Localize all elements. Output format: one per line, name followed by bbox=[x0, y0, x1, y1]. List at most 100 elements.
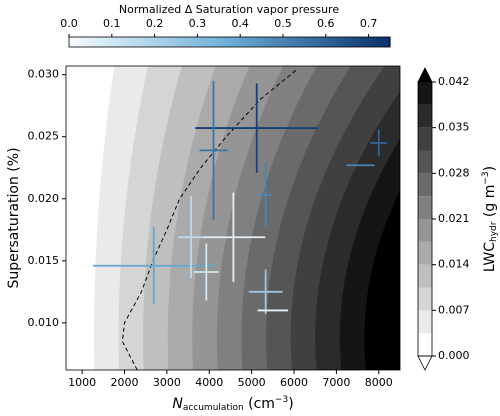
colorbar-gradient bbox=[105, 37, 110, 47]
lwc-colorbar-band bbox=[418, 219, 432, 242]
colorbar-gradient bbox=[77, 37, 82, 47]
colorbar-gradient bbox=[117, 37, 122, 47]
colorbar-gradient bbox=[313, 37, 319, 47]
plot-area bbox=[66, 66, 400, 370]
colorbar-extend-top bbox=[417, 67, 433, 83]
lwc-colorbar-band bbox=[418, 196, 432, 219]
x-axis-label: Naccumulation (cm−3) bbox=[172, 395, 293, 413]
lwc-colorbar-tick-label: 0.014 bbox=[438, 258, 470, 271]
colorbar-gradient bbox=[381, 37, 387, 47]
colorbar-gradient bbox=[169, 37, 174, 47]
colorbar-tick-label: 0.4 bbox=[231, 17, 249, 30]
colorbar-gradient bbox=[233, 37, 239, 47]
colorbar-extend-bottom bbox=[417, 355, 433, 371]
colorbar-gradient bbox=[301, 37, 307, 47]
colorbar-gradient bbox=[349, 37, 355, 47]
colorbar-gradient bbox=[237, 37, 243, 47]
x-tick-label: 1000 bbox=[68, 376, 96, 389]
lwc-colorbar-band bbox=[418, 82, 432, 105]
lwc-colorbar-band bbox=[418, 173, 432, 197]
colorbar-tick-label: 0.0 bbox=[60, 17, 78, 30]
colorbar-gradient bbox=[241, 37, 247, 47]
colorbar-gradient bbox=[369, 37, 375, 47]
colorbar-gradient bbox=[341, 37, 347, 47]
colorbar-gradient bbox=[81, 37, 86, 47]
colorbar-gradient bbox=[97, 37, 102, 47]
colorbar-gradient bbox=[305, 37, 311, 47]
y-tick-label: 0.010 bbox=[28, 316, 60, 329]
x-tick-label: 6000 bbox=[280, 376, 308, 389]
colorbar-gradient bbox=[165, 37, 170, 47]
colorbar-gradient bbox=[333, 37, 339, 47]
colorbar-gradient bbox=[245, 37, 251, 47]
colorbar-gradient bbox=[353, 37, 359, 47]
colorbar-gradient bbox=[281, 37, 287, 47]
colorbar-gradient bbox=[365, 37, 371, 47]
lwc-colorbar-band bbox=[418, 127, 432, 151]
colorbar-gradient bbox=[325, 37, 331, 47]
colorbar-gradient bbox=[213, 37, 219, 47]
colorbar-gradient bbox=[385, 37, 391, 47]
colorbar-tick-label: 0.7 bbox=[360, 17, 378, 30]
lwc-colorbar-band bbox=[418, 310, 432, 334]
colorbar-gradient bbox=[253, 37, 259, 47]
colorbar-gradient bbox=[361, 37, 367, 47]
colorbar-tick-label: 0.3 bbox=[189, 17, 207, 30]
colorbar-tick-label: 0.1 bbox=[103, 17, 121, 30]
colorbar-gradient bbox=[89, 37, 94, 47]
colorbar-gradient bbox=[345, 37, 351, 47]
colorbar-gradient bbox=[297, 37, 303, 47]
x-tick-label: 2000 bbox=[110, 376, 138, 389]
colorbar-gradient bbox=[185, 37, 190, 47]
colorbar-gradient bbox=[261, 37, 267, 47]
colorbar-gradient bbox=[377, 37, 383, 47]
colorbar-gradient bbox=[101, 37, 106, 47]
colorbar-tick-label: 0.5 bbox=[274, 17, 292, 30]
colorbar-gradient bbox=[137, 37, 142, 47]
colorbar-gradient bbox=[69, 37, 74, 47]
y-tick-label: 0.020 bbox=[28, 192, 60, 205]
colorbar-gradient bbox=[193, 37, 198, 47]
colorbar-gradient bbox=[121, 37, 126, 47]
dashed-boundary bbox=[121, 68, 299, 370]
lwc-colorbar-band bbox=[418, 241, 432, 265]
colorbar-gradient bbox=[309, 37, 315, 47]
colorbar-gradient bbox=[337, 37, 343, 47]
colorbar-gradient bbox=[373, 37, 379, 47]
colorbar-gradient bbox=[289, 37, 295, 47]
colorbar-gradient bbox=[201, 37, 207, 47]
x-tick-label: 3000 bbox=[153, 376, 181, 389]
colorbar-gradient bbox=[73, 37, 78, 47]
colorbar-label: Normalized Δ Saturation vapor pressure bbox=[119, 3, 339, 16]
y-axis-label: Supersaturation (%) bbox=[6, 147, 22, 288]
colorbar-gradient bbox=[269, 37, 275, 47]
lwc-colorbar-tick-label: 0.021 bbox=[438, 212, 470, 225]
colorbar-gradient bbox=[125, 37, 130, 47]
colorbar-gradient bbox=[157, 37, 162, 47]
lwc-colorbar-tick-label: 0.028 bbox=[438, 166, 470, 179]
colorbar-gradient bbox=[85, 37, 90, 47]
colorbar-tick-label: 0.6 bbox=[317, 17, 335, 30]
y-tick-label: 0.015 bbox=[28, 254, 60, 267]
lwc-colorbar-tick-label: 0.042 bbox=[438, 75, 470, 88]
lwc-colorbar-band bbox=[418, 264, 432, 288]
y-tick-label: 0.030 bbox=[28, 68, 60, 81]
colorbar-gradient bbox=[257, 37, 263, 47]
colorbar-gradient bbox=[93, 37, 98, 47]
colorbar-gradient bbox=[149, 37, 154, 47]
lwc-colorbar-band bbox=[418, 150, 432, 174]
colorbar-gradient bbox=[293, 37, 299, 47]
colorbar-gradient bbox=[321, 37, 327, 47]
colorbar-gradient bbox=[265, 37, 271, 47]
colorbar-gradient bbox=[153, 37, 158, 47]
colorbar-gradient bbox=[209, 37, 215, 47]
colorbar-gradient bbox=[229, 37, 235, 47]
colorbar-gradient bbox=[285, 37, 291, 47]
colorbar-frame bbox=[68, 36, 391, 48]
axes-frame bbox=[65, 65, 401, 371]
colorbar-tick-label: 0.2 bbox=[146, 17, 164, 30]
colorbar-gradient bbox=[225, 37, 231, 47]
colorbar-gradient bbox=[129, 37, 134, 47]
colorbar-gradient bbox=[173, 37, 178, 47]
